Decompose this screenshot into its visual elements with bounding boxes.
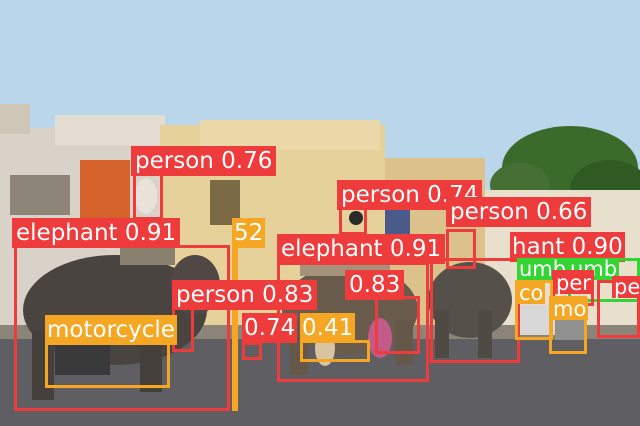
person-label: pe: [612, 276, 640, 298]
person-label: 0.74: [242, 313, 298, 343]
person-box: [446, 229, 476, 269]
motorcycle-box: [515, 280, 553, 340]
motorcycle-label: 52: [232, 218, 266, 248]
motorcycle-label: motorcycle: [45, 315, 177, 345]
person-label: person 0.76: [131, 146, 277, 176]
motorcycle-box: [232, 245, 238, 411]
motorcycle-box: [45, 340, 170, 388]
motorcycle-label: mo: [551, 297, 589, 321]
person-label: per: [554, 271, 593, 295]
motorcycle-label: co: [517, 281, 546, 305]
elephant-box: [430, 258, 520, 363]
person-box: [133, 170, 163, 220]
person-label: person 0.66: [446, 197, 592, 227]
motorcycle-box: [300, 340, 370, 362]
motorcycle-label: 0.41: [300, 313, 356, 343]
elephant-label: elephant 0.91: [12, 218, 181, 248]
person-label: person 0.83: [172, 280, 318, 310]
elephant-label: hant 0.90: [510, 232, 625, 262]
person-box: [339, 207, 367, 235]
person-box: [242, 342, 262, 360]
elephant-label: elephant 0.91: [277, 234, 446, 264]
person-box: [375, 296, 420, 354]
person-label: 0.83: [345, 270, 405, 300]
